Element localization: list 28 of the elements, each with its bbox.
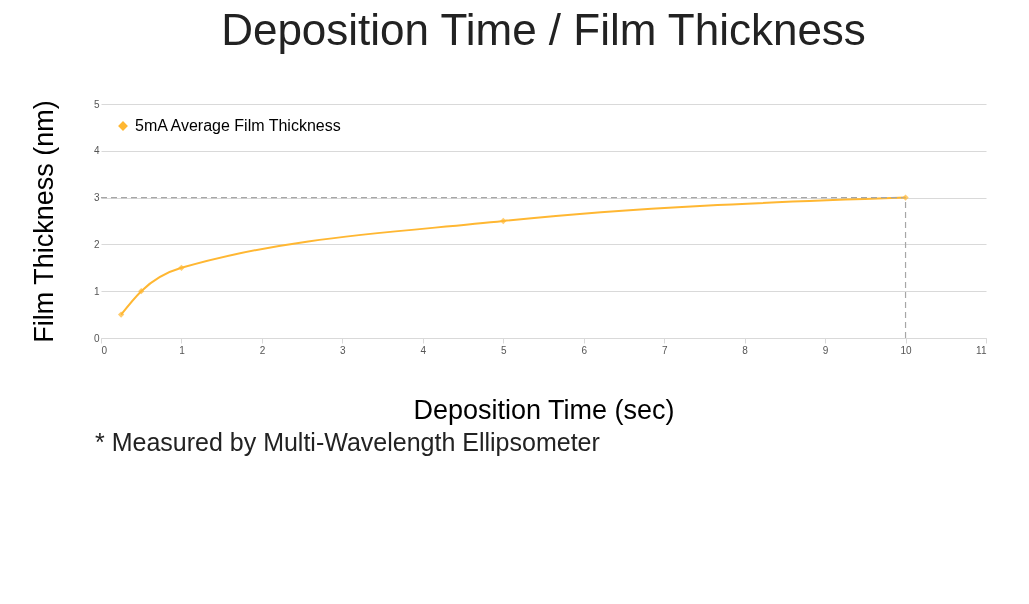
- x-tick-label: 9: [822, 344, 829, 356]
- text: * Measured by Multi-Wavelength Ellipsometer: [95, 428, 601, 457]
- x-tick-label: 0: [101, 344, 108, 356]
- y-tick-label: 0: [93, 332, 100, 344]
- x-tick-label: 11: [976, 344, 987, 356]
- point: [178, 264, 185, 271]
- x-tick-label: 7: [661, 344, 668, 356]
- x-tick-label: 8: [742, 344, 749, 356]
- point: [500, 217, 507, 225]
- x-axis-title: Deposition Time (sec): [413, 394, 675, 425]
- chart-title: Deposition Time / Film Thickness: [221, 5, 866, 54]
- point: [138, 288, 145, 295]
- y-axis-title: Film Thickness (nm): [28, 100, 59, 343]
- x-tick-label: 2: [259, 344, 266, 356]
- y-tick-label: 3: [93, 192, 100, 204]
- x-tick-label: 4: [420, 344, 427, 356]
- y-tick-label: 5: [93, 98, 100, 110]
- x-tick-label: 3: [340, 344, 347, 356]
- x-tick-label: 5: [500, 344, 507, 356]
- y-tick-label: 2: [93, 238, 100, 250]
- legend-label: 5mA Average Film Thickness: [135, 117, 341, 134]
- x-tick-label: 10: [900, 344, 913, 356]
- point: [902, 194, 909, 201]
- point: [117, 311, 125, 318]
- x-tick-label: 1: [179, 344, 186, 356]
- x-tick-label: 6: [581, 344, 588, 356]
- y-tick-label: 4: [93, 145, 100, 157]
- y-tick-label: 1: [93, 285, 100, 297]
